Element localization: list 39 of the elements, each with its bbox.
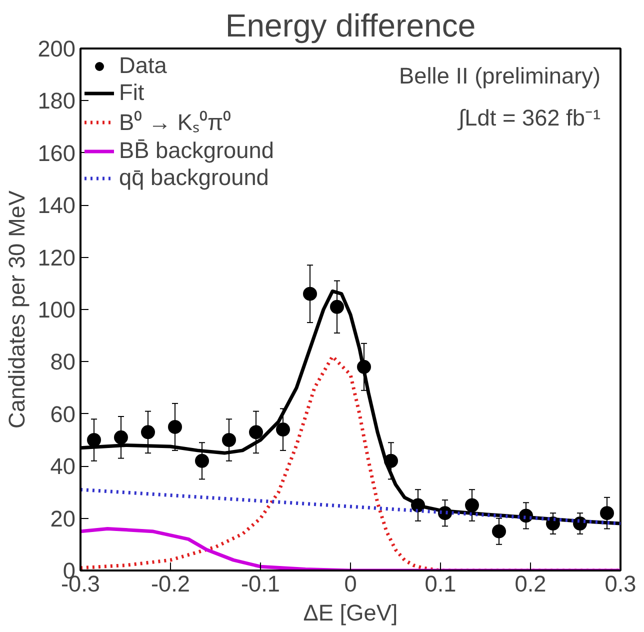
x-tick-label: 0.1 bbox=[424, 570, 456, 596]
x-tick-label: 0 bbox=[344, 570, 357, 596]
y-tick-label: 100 bbox=[38, 296, 76, 322]
legend-label: qq̄ background bbox=[119, 164, 269, 191]
chart-title: Energy difference bbox=[225, 8, 476, 44]
point bbox=[195, 454, 209, 468]
point bbox=[330, 300, 344, 314]
y-tick-label: 40 bbox=[50, 453, 76, 480]
y-axis-title: Candidates per 30 MeV bbox=[4, 190, 30, 429]
point bbox=[114, 430, 128, 444]
legend-label: Fit bbox=[119, 79, 144, 106]
point bbox=[87, 433, 101, 447]
point bbox=[249, 425, 263, 440]
y-tick-label: 180 bbox=[38, 88, 76, 114]
point bbox=[141, 425, 155, 440]
point bbox=[276, 422, 290, 437]
legend-label: Data bbox=[119, 52, 167, 79]
x-tick-label: 0.3 bbox=[604, 570, 636, 596]
point bbox=[168, 420, 182, 434]
x-tick-label: -0.2 bbox=[150, 570, 190, 596]
y-tick-label: 120 bbox=[38, 244, 76, 270]
point bbox=[222, 433, 236, 447]
annotation: Belle II (preliminary) bbox=[399, 62, 601, 88]
point bbox=[303, 286, 317, 301]
x-tick-label: 0.2 bbox=[514, 570, 546, 596]
point bbox=[600, 506, 614, 520]
x-tick-label: -0.1 bbox=[240, 570, 280, 596]
y-tick-label: 160 bbox=[38, 140, 76, 166]
y-tick-label: 80 bbox=[50, 348, 76, 375]
annotation: ∫Ldt = 362 fb⁻¹ bbox=[456, 104, 601, 130]
legend-label: BB̄ background bbox=[119, 137, 274, 164]
y-tick-label: 140 bbox=[38, 192, 76, 218]
x-axis-title: ΔE [GeV] bbox=[303, 600, 398, 626]
y-tick-label: 200 bbox=[38, 36, 76, 62]
point bbox=[465, 498, 479, 512]
legend-label: B⁰ → Kₛ⁰π⁰ bbox=[119, 108, 232, 137]
y-tick-label: 60 bbox=[50, 400, 76, 427]
point bbox=[492, 524, 506, 538]
y-tick-label: 20 bbox=[50, 505, 76, 532]
